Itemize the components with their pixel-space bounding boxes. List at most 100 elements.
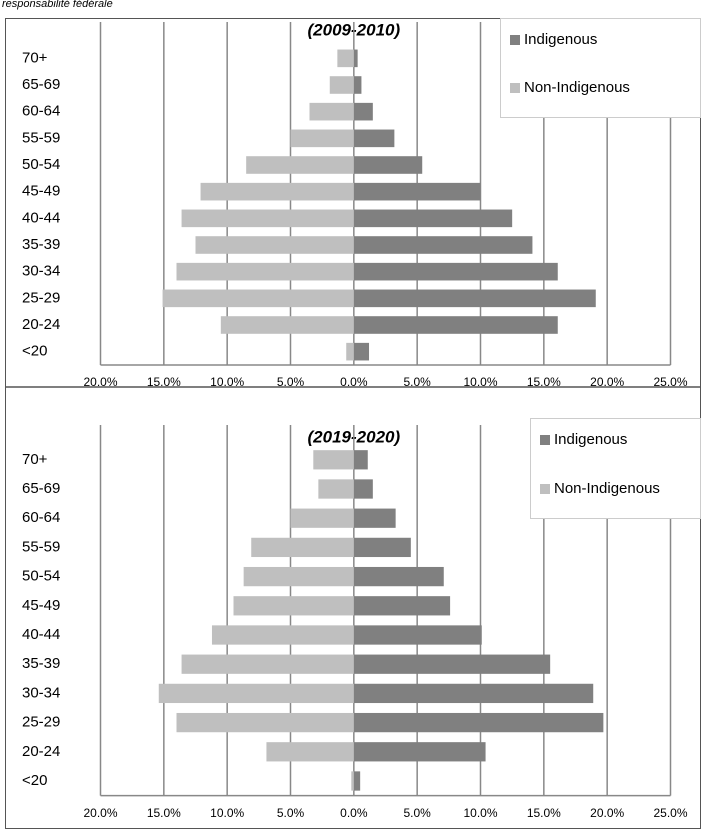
x-tick-label: 0.0% xyxy=(340,375,368,389)
bar xyxy=(290,129,354,148)
bar xyxy=(318,479,354,499)
y-tick-label: 40-44 xyxy=(22,209,60,226)
bar xyxy=(353,129,395,148)
x-tick-label: 5.0% xyxy=(277,375,305,389)
x-tick-label: 10.0% xyxy=(463,375,497,389)
bar xyxy=(329,76,354,94)
legend-swatch xyxy=(540,484,550,494)
bar xyxy=(353,49,358,68)
x-tick-label: 5.0% xyxy=(403,375,431,389)
bar xyxy=(353,182,481,201)
legend-label: Non-Indigenous xyxy=(554,480,660,497)
bar xyxy=(181,654,354,674)
y-tick-label: 35-39 xyxy=(22,236,60,253)
y-tick-label: 70+ xyxy=(22,49,48,66)
legend-box xyxy=(500,18,701,118)
y-tick-label: 40-44 xyxy=(22,626,60,643)
bar xyxy=(353,537,411,558)
bar xyxy=(353,742,486,762)
bar xyxy=(353,209,513,228)
bar xyxy=(353,771,361,791)
bar xyxy=(353,479,373,499)
y-tick-label: 55-59 xyxy=(22,129,60,146)
bar xyxy=(353,262,558,281)
bar xyxy=(353,596,451,616)
legend-label: Non-Indigenous xyxy=(524,79,630,96)
y-tick-label: 60-64 xyxy=(22,509,60,526)
bar xyxy=(233,596,354,616)
bar xyxy=(353,102,373,121)
bar xyxy=(176,262,354,281)
bar xyxy=(353,654,551,674)
bar xyxy=(353,342,370,361)
bar xyxy=(251,537,354,558)
legend-swatch xyxy=(510,83,520,93)
bar xyxy=(246,156,354,174)
bar xyxy=(158,683,354,704)
legend-swatch xyxy=(510,35,520,45)
x-tick-label: 10.0% xyxy=(210,806,244,820)
bar xyxy=(353,508,396,528)
legend-label: Indigenous xyxy=(524,31,597,48)
x-tick-label: 20.0% xyxy=(590,806,624,820)
y-tick-label: 20-24 xyxy=(22,316,60,333)
bar xyxy=(353,76,362,94)
y-tick-label: 45-49 xyxy=(22,183,60,200)
bar xyxy=(337,49,354,68)
legend-swatch xyxy=(540,435,550,445)
bar xyxy=(220,316,354,334)
y-tick-label: 45-49 xyxy=(22,597,60,614)
x-tick-label: 15.0% xyxy=(527,806,561,820)
y-tick-label: 20-24 xyxy=(22,743,60,760)
bar xyxy=(162,289,354,308)
y-tick-label: 35-39 xyxy=(22,655,60,672)
bar xyxy=(200,182,354,201)
bar xyxy=(195,236,354,254)
x-tick-label: 5.0% xyxy=(277,806,305,820)
bar xyxy=(290,508,354,528)
y-tick-label: 70+ xyxy=(22,451,48,468)
y-tick-label: 65-69 xyxy=(22,480,60,497)
bar xyxy=(353,156,423,174)
x-tick-label: 15.0% xyxy=(147,806,181,820)
x-tick-label: 10.0% xyxy=(463,806,497,820)
y-tick-label: 30-34 xyxy=(22,263,60,280)
y-tick-label: 50-54 xyxy=(22,568,60,585)
header-text: responsabilité fédérale xyxy=(2,0,113,10)
bar xyxy=(176,712,354,733)
x-tick-label: 20.0% xyxy=(83,806,117,820)
x-tick-label: 0.0% xyxy=(340,806,368,820)
bar xyxy=(181,209,354,228)
y-tick-label: 25-29 xyxy=(22,289,60,306)
y-tick-label: <20 xyxy=(22,343,47,360)
y-tick-label: 60-64 xyxy=(22,103,60,120)
legend-box xyxy=(530,418,701,519)
y-tick-label: <20 xyxy=(22,772,47,789)
y-tick-label: 25-29 xyxy=(22,714,60,731)
bar xyxy=(353,289,596,308)
y-tick-label: 30-34 xyxy=(22,684,60,701)
bar xyxy=(313,450,354,470)
bar xyxy=(243,566,354,587)
x-tick-label: 20.0% xyxy=(83,375,117,389)
y-tick-label: 65-69 xyxy=(22,76,60,93)
x-tick-label: 15.0% xyxy=(527,375,561,389)
bar xyxy=(346,342,354,361)
y-tick-label: 55-59 xyxy=(22,538,60,555)
legend-label: Indigenous xyxy=(554,431,627,448)
x-tick-label: 15.0% xyxy=(147,375,181,389)
y-tick-label: 50-54 xyxy=(22,156,60,173)
bar xyxy=(353,316,558,334)
bar xyxy=(351,771,354,791)
bar xyxy=(353,683,594,704)
bar xyxy=(353,450,368,470)
bar xyxy=(266,742,354,762)
bar xyxy=(353,236,533,254)
bar xyxy=(211,625,354,645)
bar xyxy=(353,566,444,587)
bar xyxy=(353,712,604,733)
x-tick-label: 25.0% xyxy=(653,806,687,820)
x-tick-label: 10.0% xyxy=(210,375,244,389)
x-tick-label: 5.0% xyxy=(403,806,431,820)
